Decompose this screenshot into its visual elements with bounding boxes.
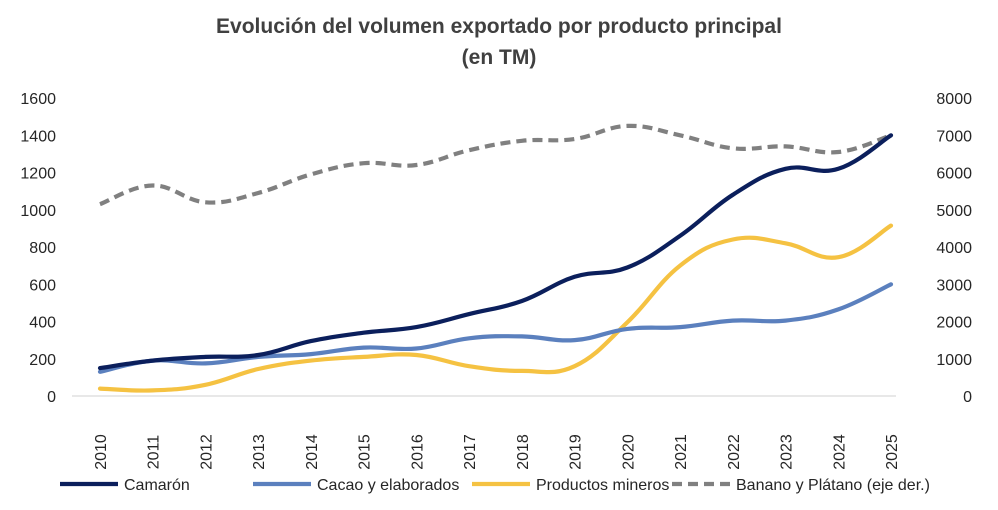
right-tick-label: 8000 (936, 91, 972, 108)
left-tick-label: 1400 (20, 128, 56, 145)
series-line-1 (97, 282, 894, 374)
legend-label: Cacao y elaborados (317, 477, 459, 494)
right-tick-label: 0 (963, 389, 972, 406)
right-tick-label: 4000 (936, 240, 972, 257)
chart-title: Evolución del volumen exportado por prod… (216, 15, 782, 38)
left-tick-label: 400 (29, 315, 56, 332)
x-tick-label: 2023 (779, 434, 796, 470)
series-layer (97, 123, 894, 393)
x-tick-label: 2021 (673, 434, 690, 470)
right-tick-label: 3000 (936, 277, 972, 294)
x-tick-label: 2012 (198, 434, 215, 470)
x-tick-label: 2020 (620, 434, 637, 470)
x-tick-label: 2017 (462, 434, 479, 470)
legend: Camarón Cacao y elaborados Productos miner… (60, 477, 930, 494)
left-tick-label: 1000 (20, 203, 56, 220)
right-tick-label: 5000 (936, 203, 972, 220)
chart-subtitle: (en TM) (462, 46, 537, 69)
left-axis: 0 200 400 600 800 1000 1200 1400 1600 (20, 91, 56, 406)
x-tick-label: 2010 (93, 434, 110, 470)
left-tick-label: 1600 (20, 91, 56, 108)
right-tick-label: 6000 (936, 166, 972, 183)
left-tick-label: 1200 (20, 166, 56, 183)
right-tick-label: 1000 (936, 352, 972, 369)
x-tick-label: 2011 (146, 435, 163, 470)
right-tick-label: 2000 (936, 315, 972, 332)
series-line-2 (97, 223, 894, 393)
right-axis: 0 1000 2000 3000 4000 5000 6000 7000 8000 (936, 91, 972, 406)
x-axis: 2010 2011 2012 2013 2014 2015 2016 2017 2018 2019… (72, 395, 901, 470)
legend-label: Banano y Plátano (eje der.) (736, 477, 930, 494)
x-tick-label: 2025 (884, 434, 901, 470)
x-tick-label: 2016 (409, 434, 426, 470)
legend-label: Camarón (124, 477, 190, 494)
x-tick-label: 2014 (304, 434, 321, 470)
x-tick-label: 2013 (251, 434, 268, 470)
right-tick-label: 7000 (936, 128, 972, 145)
legend-label: Productos mineros (536, 477, 669, 494)
x-tick-label: 2015 (357, 434, 374, 470)
series-line-0 (97, 133, 894, 371)
left-tick-label: 800 (29, 240, 56, 257)
left-tick-label: 600 (29, 277, 56, 294)
x-tick-label: 2024 (831, 434, 848, 470)
x-tick-label: 2018 (515, 434, 532, 470)
left-tick-label: 0 (47, 389, 56, 406)
left-tick-label: 200 (29, 352, 56, 369)
x-tick-label: 2022 (726, 434, 743, 470)
x-tick-label: 2019 (568, 434, 585, 470)
series-line-3 (99, 123, 892, 207)
